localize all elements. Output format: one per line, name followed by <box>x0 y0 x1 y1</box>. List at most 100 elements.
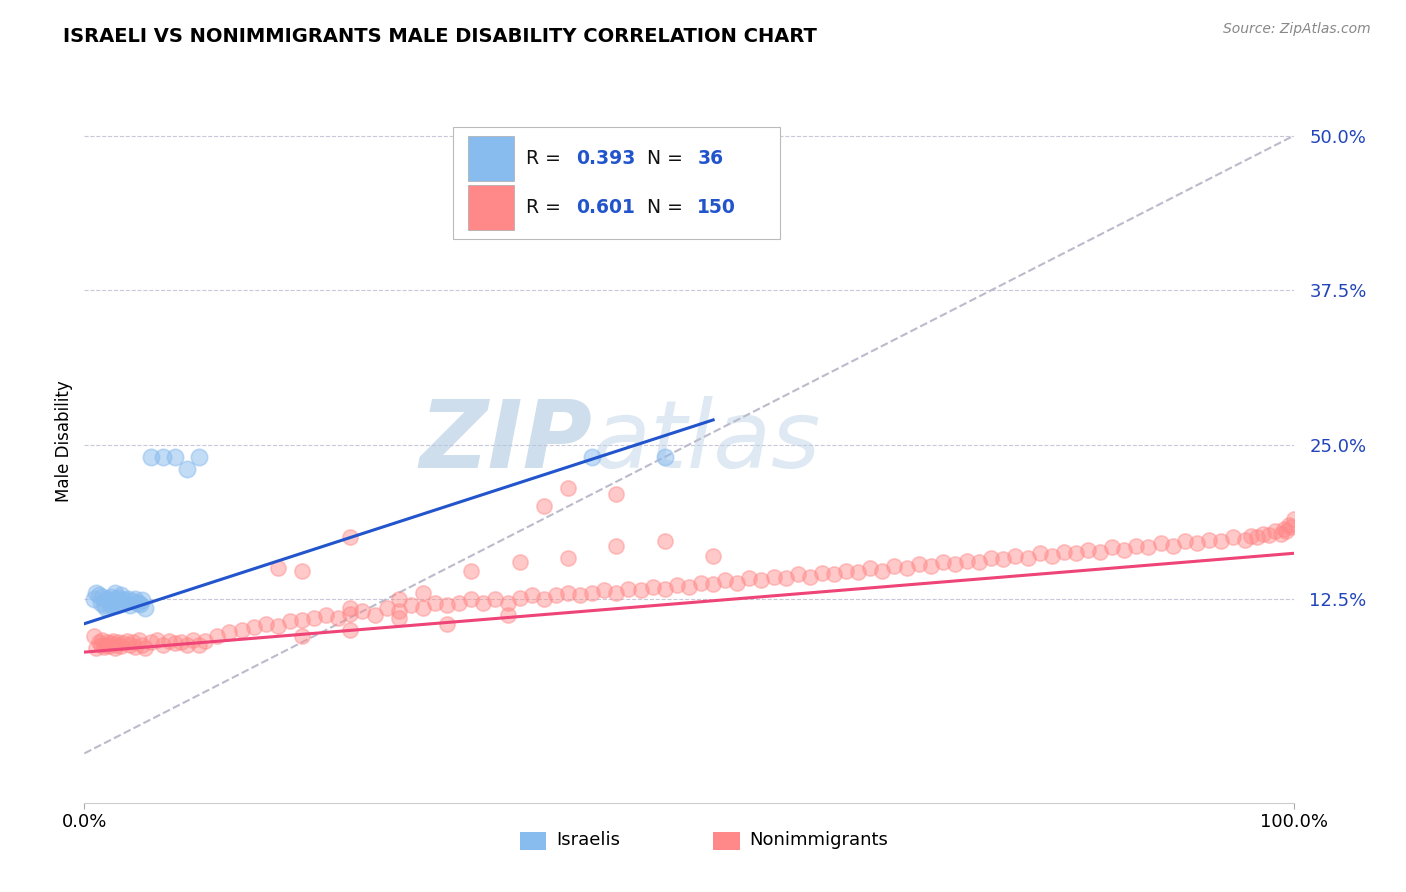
Point <box>254 616 277 631</box>
Point <box>557 586 579 600</box>
Point <box>328 610 350 624</box>
Point <box>460 592 482 607</box>
Point <box>93 598 115 612</box>
Point <box>932 555 955 569</box>
Point <box>920 558 942 573</box>
Text: R =: R = <box>526 149 567 168</box>
Point <box>1040 549 1063 563</box>
Point <box>1282 512 1305 526</box>
Point <box>100 636 122 650</box>
Point <box>786 567 808 582</box>
Point <box>859 561 882 575</box>
Point <box>388 592 411 607</box>
Point <box>97 639 120 653</box>
Point <box>1209 533 1232 548</box>
Point <box>339 607 361 621</box>
Point <box>134 641 156 656</box>
Point <box>775 571 797 585</box>
Point <box>120 638 142 652</box>
Point <box>690 576 713 591</box>
Point <box>146 632 169 647</box>
Point <box>352 604 374 618</box>
Point <box>87 588 110 602</box>
Point <box>811 566 834 580</box>
Point <box>267 619 290 633</box>
Point <box>157 634 180 648</box>
Point <box>278 614 301 628</box>
Point <box>87 635 110 649</box>
Point <box>339 623 361 637</box>
Point <box>388 610 411 624</box>
Point <box>436 616 458 631</box>
Point <box>1004 549 1026 563</box>
Point <box>165 450 187 464</box>
Point <box>181 632 204 647</box>
Point <box>520 588 543 602</box>
Point <box>1114 542 1136 557</box>
Point <box>993 552 1015 566</box>
Point <box>302 610 325 624</box>
Bar <box>520 831 547 850</box>
Text: 0.601: 0.601 <box>576 198 636 218</box>
Point <box>896 561 918 575</box>
Y-axis label: Male Disability: Male Disability <box>55 381 73 502</box>
Point <box>98 598 121 612</box>
Point <box>218 625 240 640</box>
Point <box>460 564 482 578</box>
Point <box>581 586 603 600</box>
Point <box>188 638 211 652</box>
Point <box>678 580 700 594</box>
Point <box>702 577 724 591</box>
Text: Source: ZipAtlas.com: Source: ZipAtlas.com <box>1223 22 1371 37</box>
Point <box>97 594 120 608</box>
Text: 36: 36 <box>697 149 724 168</box>
Point <box>1174 533 1197 548</box>
Point <box>103 593 125 607</box>
Point <box>1222 530 1244 544</box>
Point <box>980 551 1002 566</box>
Text: ISRAELI VS NONIMMIGRANTS MALE DISABILITY CORRELATION CHART: ISRAELI VS NONIMMIGRANTS MALE DISABILITY… <box>63 27 817 45</box>
Point <box>1240 529 1263 543</box>
Point <box>399 598 422 612</box>
Point <box>1253 526 1275 541</box>
Point <box>108 591 131 605</box>
Point <box>605 487 627 501</box>
Point <box>496 596 519 610</box>
Point <box>1246 530 1268 544</box>
Point <box>231 623 253 637</box>
Point <box>509 591 531 605</box>
Text: ZIP: ZIP <box>419 395 592 488</box>
Point <box>107 594 129 608</box>
Point <box>170 635 193 649</box>
Point <box>134 600 156 615</box>
Point <box>104 641 127 656</box>
Point <box>291 613 314 627</box>
Point <box>449 596 471 610</box>
Bar <box>468 186 513 230</box>
Point <box>1017 551 1039 566</box>
Point <box>423 596 446 610</box>
Point <box>1278 517 1301 532</box>
Point <box>242 620 264 634</box>
Point <box>654 450 676 464</box>
Point <box>799 570 821 584</box>
FancyBboxPatch shape <box>453 128 780 239</box>
Point <box>581 450 603 464</box>
Point <box>90 638 112 652</box>
Point <box>436 598 458 612</box>
Point <box>127 596 149 610</box>
Point <box>152 450 174 464</box>
Point <box>1053 545 1076 559</box>
Point <box>533 592 555 607</box>
Bar <box>468 136 513 181</box>
Point <box>94 638 117 652</box>
Point <box>110 588 132 602</box>
Point <box>472 596 495 610</box>
Point <box>943 558 966 572</box>
Point <box>1064 546 1087 560</box>
Point <box>1137 540 1160 554</box>
Point <box>94 600 117 615</box>
Point <box>762 570 785 584</box>
Point <box>617 582 640 596</box>
Point <box>104 592 127 607</box>
